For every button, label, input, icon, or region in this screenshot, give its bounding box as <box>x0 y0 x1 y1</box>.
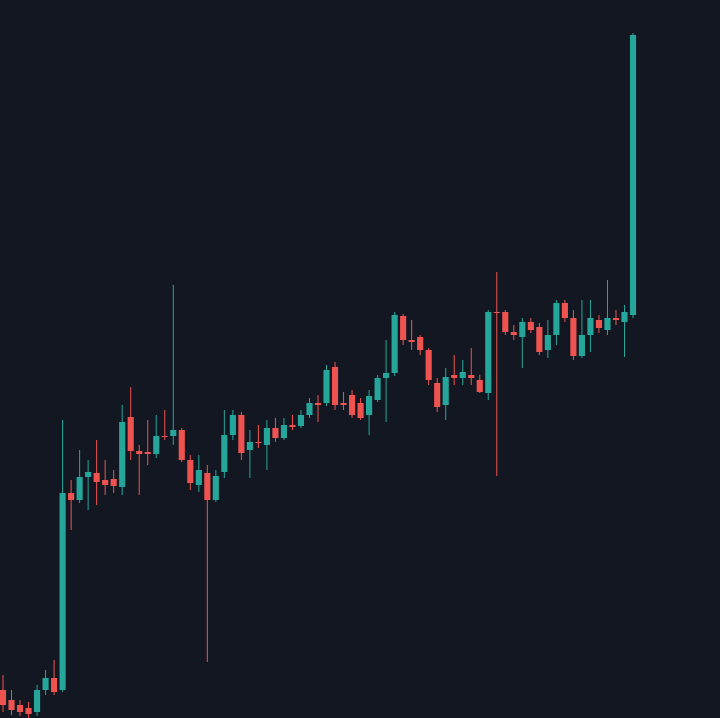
candle-body <box>527 322 534 330</box>
candle-body <box>297 415 305 426</box>
candle-body <box>238 415 245 453</box>
candle-body <box>510 332 517 335</box>
candle-body <box>485 312 492 393</box>
candle-body <box>408 340 415 342</box>
candle-body <box>8 700 15 710</box>
candle-body <box>314 403 322 405</box>
candle-body <box>153 436 160 454</box>
candle-body <box>519 322 526 337</box>
candle-body <box>357 403 364 418</box>
candle-body <box>459 372 466 378</box>
candle-body <box>561 303 568 318</box>
candle-body <box>366 396 373 415</box>
candle-body <box>434 383 441 407</box>
candle-body <box>629 35 637 315</box>
candle-body <box>68 493 75 500</box>
candle-body <box>127 417 134 451</box>
candle-body <box>170 430 177 436</box>
candle-body <box>383 373 390 378</box>
candle-body <box>195 470 202 485</box>
candle-body <box>417 337 424 350</box>
candle-body <box>570 318 577 356</box>
candle-body <box>553 303 560 335</box>
candle-body <box>502 312 509 332</box>
candle-body <box>59 493 66 690</box>
candle-body <box>348 395 356 415</box>
candle-body <box>178 430 185 460</box>
candle-body <box>263 428 270 445</box>
candle-body <box>374 378 381 400</box>
candle-body <box>612 318 620 320</box>
candle-body <box>229 415 236 435</box>
candle-body <box>102 480 109 485</box>
candle-body <box>221 435 228 472</box>
candle-body <box>255 442 262 443</box>
candle-body <box>587 318 594 335</box>
candle-body <box>323 370 330 403</box>
candle-body <box>161 436 168 437</box>
candle-body <box>272 428 279 438</box>
candle-body <box>425 350 432 380</box>
candle-body <box>331 367 339 405</box>
candle-body <box>33 690 41 712</box>
candle-body <box>42 678 49 690</box>
candle-body <box>280 425 288 438</box>
candle-body <box>340 403 347 405</box>
candle-body <box>451 375 458 378</box>
candle-body <box>85 472 92 477</box>
candle-body <box>595 320 603 328</box>
candle-body <box>212 476 219 500</box>
candle-body <box>536 327 543 352</box>
candle-body <box>476 380 483 392</box>
candle-body <box>544 335 551 350</box>
candle-body <box>0 690 7 705</box>
candle-body <box>76 477 83 500</box>
candle-body <box>442 377 449 405</box>
candle-body <box>400 316 407 340</box>
candle-body <box>289 425 296 427</box>
candle-body <box>136 451 143 454</box>
candle-body <box>578 335 585 356</box>
candle-body <box>204 473 211 500</box>
candle-body <box>16 705 24 712</box>
candle-body <box>246 442 253 450</box>
candle-body <box>51 678 58 692</box>
candle-body <box>468 375 475 378</box>
candle-body <box>144 452 151 454</box>
candle-body <box>306 403 313 415</box>
candle-body <box>604 318 611 330</box>
candle-body <box>110 479 117 486</box>
candle-body <box>93 473 100 482</box>
candle-body <box>119 422 126 487</box>
candle-body <box>493 312 500 313</box>
candle-body <box>25 708 32 714</box>
candle-body <box>391 315 398 373</box>
candle-body <box>187 460 194 483</box>
candle-body <box>621 312 628 322</box>
